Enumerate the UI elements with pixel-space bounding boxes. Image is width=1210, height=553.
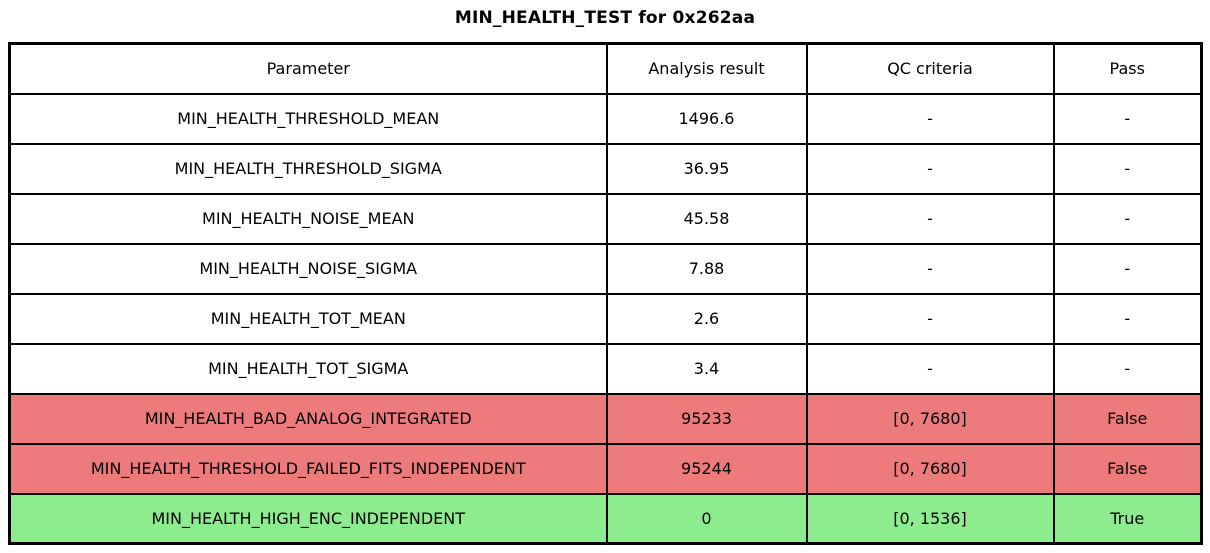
cell-pass: -	[1052, 192, 1203, 245]
cell-parameter: MIN_HEALTH_TOT_SIGMA	[8, 342, 608, 395]
qc-results-table: Parameter Analysis result QC criteria Pass …	[8, 42, 1203, 545]
cell-qc-criteria: [0, 7680]	[805, 392, 1055, 445]
table-body: MIN_HEALTH_THRESHOLD_MEAN 1496.6- - MIN_HEA…	[8, 92, 1203, 545]
cell-qc-criteria: [0, 1536]	[805, 492, 1055, 545]
cell-qc-criteria: -	[805, 142, 1055, 195]
cell-analysis-result: 3.4	[605, 342, 808, 395]
column-header-qc-criteria: QC criteria	[805, 42, 1055, 95]
column-header-pass: Pass	[1052, 42, 1203, 95]
cell-qc-criteria: -	[805, 342, 1055, 395]
table-row: MIN_HEALTH_NOISE_MEAN 45.58- -	[8, 192, 1203, 245]
cell-pass: -	[1052, 292, 1203, 345]
cell-pass: -	[1052, 242, 1203, 295]
table-row: MIN_HEALTH_NOISE_SIGMA 7.88- -	[8, 242, 1203, 295]
cell-qc-criteria: -	[805, 92, 1055, 145]
column-header-parameter: Parameter	[8, 42, 608, 95]
table-row: MIN_HEALTH_THRESHOLD_MEAN 1496.6- -	[8, 92, 1203, 145]
cell-pass: -	[1052, 142, 1203, 195]
cell-qc-criteria: [0, 7680]	[805, 442, 1055, 495]
cell-analysis-result: 36.95	[605, 142, 808, 195]
header-row: Parameter Analysis result QC criteria Pass	[8, 42, 1203, 95]
cell-analysis-result: 95244	[605, 442, 808, 495]
cell-pass: True	[1052, 492, 1203, 545]
cell-qc-criteria: -	[805, 242, 1055, 295]
cell-parameter: MIN_HEALTH_TOT_MEAN	[8, 292, 608, 345]
cell-analysis-result: 45.58	[605, 192, 808, 245]
cell-parameter: MIN_HEALTH_THRESHOLD_MEAN	[8, 92, 608, 145]
cell-parameter: MIN_HEALTH_NOISE_MEAN	[8, 192, 608, 245]
page-title: MIN_HEALTH_TEST for 0x262aa	[454, 8, 756, 28]
table-header: Parameter Analysis result QC criteria Pass	[8, 42, 1203, 95]
cell-analysis-result: 95233	[605, 392, 808, 445]
table-row: MIN_HEALTH_THRESHOLD_FAILED_FITS_INDEPEN…	[8, 442, 1203, 495]
cell-analysis-result: 7.88	[605, 242, 808, 295]
cell-pass: False	[1052, 442, 1203, 495]
cell-pass: -	[1052, 92, 1203, 145]
cell-parameter: MIN_HEALTH_HIGH_ENC_INDEPENDENT	[8, 492, 608, 545]
cell-parameter: MIN_HEALTH_THRESHOLD_SIGMA	[8, 142, 608, 195]
column-header-analysis-result: Analysis result	[605, 42, 808, 95]
cell-parameter: MIN_HEALTH_NOISE_SIGMA	[8, 242, 608, 295]
table-row: MIN_HEALTH_THRESHOLD_SIGMA 36.95- -	[8, 142, 1203, 195]
cell-parameter: MIN_HEALTH_THRESHOLD_FAILED_FITS_INDEPEN…	[8, 442, 608, 495]
table-row: MIN_HEALTH_TOT_MEAN 2.6- -	[8, 292, 1203, 345]
table-row: MIN_HEALTH_BAD_ANALOG_INTEGRATED 95233 [0,…	[8, 392, 1203, 445]
cell-qc-criteria: -	[805, 192, 1055, 245]
cell-qc-criteria: -	[805, 292, 1055, 345]
table-row: MIN_HEALTH_HIGH_ENC_INDEPENDENT 0 [0, 1536…	[8, 492, 1203, 545]
cell-pass: False	[1052, 392, 1203, 445]
cell-analysis-result: 0	[605, 492, 808, 545]
cell-pass: -	[1052, 342, 1203, 395]
cell-analysis-result: 1496.6	[605, 92, 808, 145]
table-row: MIN_HEALTH_TOT_SIGMA 3.4- -	[8, 342, 1203, 395]
cell-parameter: MIN_HEALTH_BAD_ANALOG_INTEGRATED	[8, 392, 608, 445]
cell-analysis-result: 2.6	[605, 292, 808, 345]
